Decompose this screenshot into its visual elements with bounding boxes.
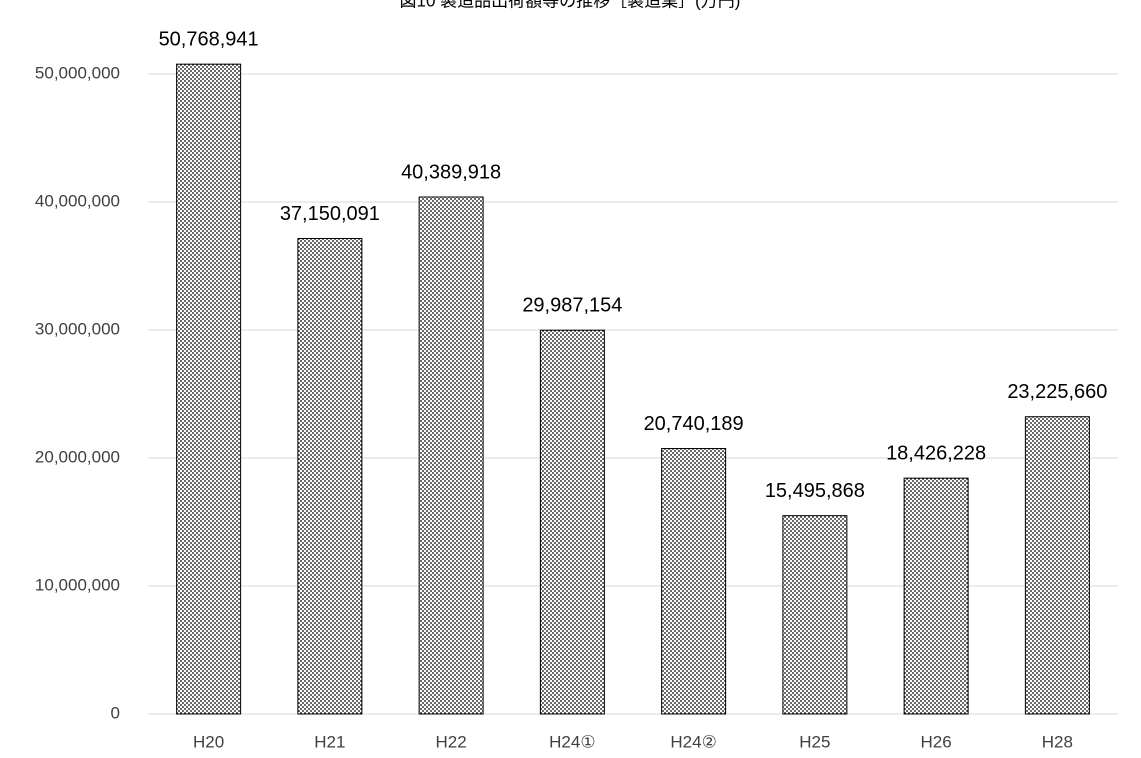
- value-label: 18,426,228: [886, 442, 986, 464]
- value-label: 40,389,918: [401, 161, 501, 183]
- bar: [1024, 416, 1090, 715]
- y-tick-label: 0: [111, 703, 120, 722]
- x-tick-label: H22: [436, 732, 467, 751]
- bar: [418, 196, 484, 715]
- value-label: 29,987,154: [522, 294, 622, 316]
- y-tick-label: 50,000,000: [35, 63, 120, 82]
- bar: [782, 515, 848, 715]
- x-tick-label: H26: [921, 732, 952, 751]
- y-tick-label: 10,000,000: [35, 575, 120, 594]
- bar: [297, 237, 363, 715]
- x-tick-label: H24②: [670, 732, 716, 751]
- chart-title: 図10 製造品出荷額等の推移［製造業］(万円): [400, 0, 741, 10]
- y-tick-label: 20,000,000: [35, 447, 120, 466]
- x-tick-label: H20: [193, 732, 224, 751]
- x-tick-label: H21: [314, 732, 345, 751]
- x-tick-label: H28: [1042, 732, 1073, 751]
- bar: [661, 448, 727, 715]
- x-tick-label: H25: [799, 732, 830, 751]
- value-label: 50,768,941: [159, 28, 259, 50]
- y-tick-label: 30,000,000: [35, 319, 120, 338]
- value-label: 15,495,868: [765, 480, 865, 502]
- value-label: 23,225,660: [1007, 381, 1107, 403]
- bar: [539, 329, 605, 715]
- bar: [176, 63, 242, 715]
- y-tick-label: 40,000,000: [35, 191, 120, 210]
- value-label: 37,150,091: [280, 203, 380, 225]
- value-label: 20,740,189: [644, 413, 744, 435]
- x-tick-label: H24①: [549, 732, 595, 751]
- bar: [903, 477, 969, 715]
